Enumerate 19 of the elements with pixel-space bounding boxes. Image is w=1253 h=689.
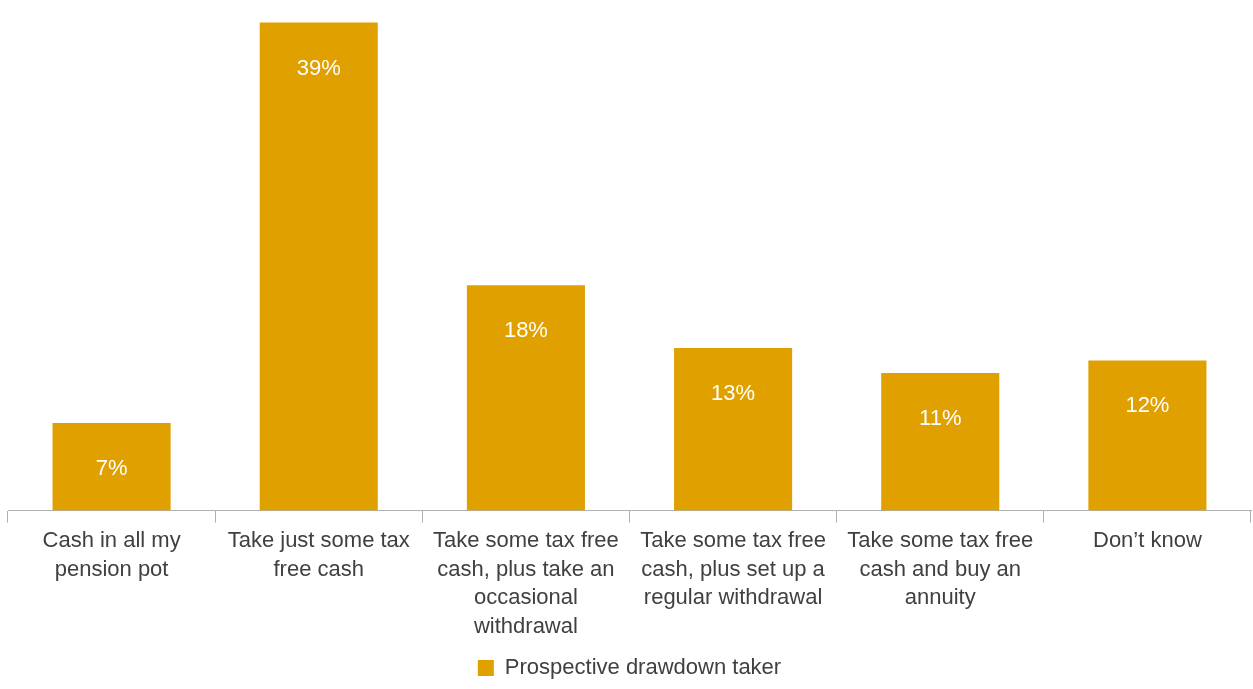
data-label: 13%	[711, 379, 756, 405]
bar	[674, 347, 793, 511]
bar	[466, 285, 585, 511]
x-tick-label: Take some tax free cash, plus take an occasional withdrawal	[432, 526, 619, 638]
bar	[259, 22, 378, 511]
data-label: 7%	[95, 454, 128, 480]
data-label: 12%	[1125, 392, 1170, 418]
bar	[1088, 360, 1207, 511]
data-label: 18%	[503, 317, 548, 343]
x-tick-label: Take some tax free cash and buy an annuity	[847, 526, 1034, 610]
data-label: 11%	[919, 404, 962, 430]
data-label: 39%	[296, 54, 341, 80]
x-tick-label: Take some tax free cash, plus set up a regular withdrawal	[640, 526, 827, 610]
x-tick-label: Take just some tax free cash	[227, 526, 410, 581]
x-tick-label: Don’t know	[1092, 526, 1202, 552]
bar	[52, 423, 171, 511]
bar	[881, 372, 1000, 511]
legend-label: Prospective drawdown taker	[504, 654, 782, 680]
x-tick-label: Cash in all my pension pot	[42, 526, 181, 581]
